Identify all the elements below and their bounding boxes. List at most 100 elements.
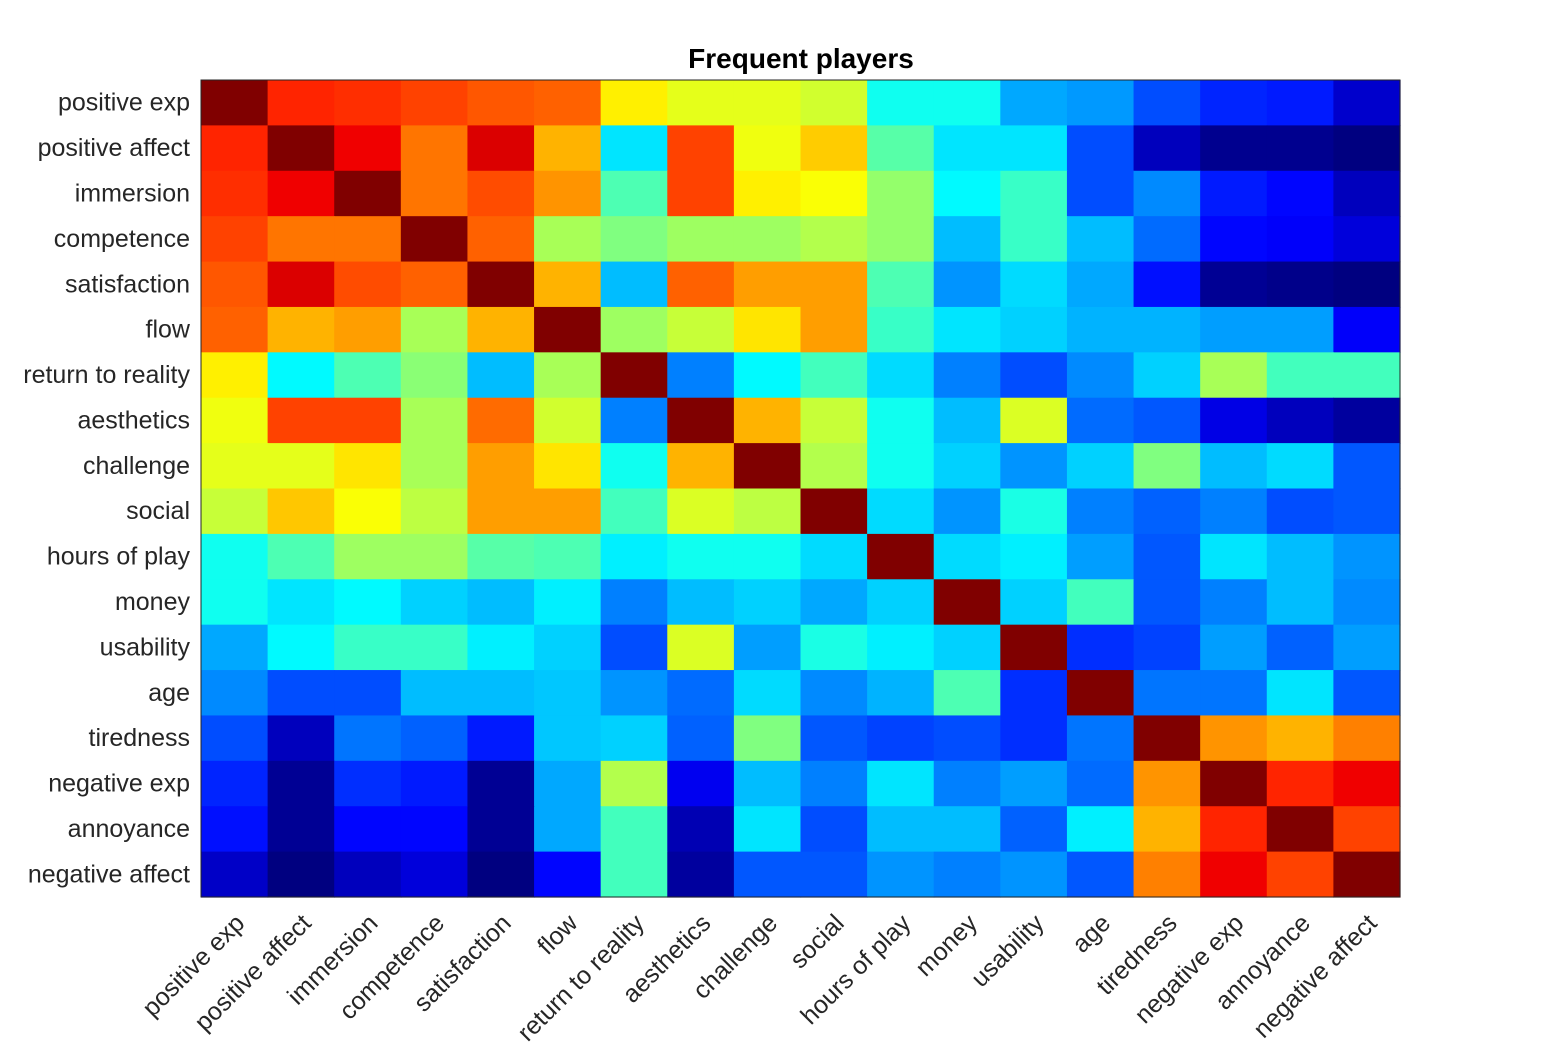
heatmap-cell: [800, 261, 868, 308]
heatmap-cell: [800, 579, 868, 626]
heatmap-cell: [867, 579, 935, 626]
heatmap-cell: [201, 261, 269, 308]
heatmap-cell: [534, 352, 602, 399]
heatmap-cell: [600, 533, 668, 580]
heatmap-cell: [267, 443, 335, 490]
heatmap-cell: [1066, 80, 1135, 126]
heatmap-cell: [1000, 306, 1068, 353]
y-tick-label: negative exp: [48, 770, 190, 798]
heatmap-cell: [267, 579, 335, 626]
heatmap-cell: [334, 216, 402, 263]
heatmap-cell: [1000, 170, 1068, 217]
heatmap-cell: [201, 579, 269, 626]
heatmap-cell: [1333, 579, 1401, 626]
heatmap-cell: [733, 488, 802, 535]
heatmap-cell: [1000, 806, 1068, 853]
heatmap-cell: [534, 306, 602, 353]
y-tick-label: social: [126, 497, 190, 525]
heatmap-cell: [1200, 261, 1268, 308]
y-tick-label: flow: [146, 316, 191, 344]
heatmap-cell: [667, 397, 735, 444]
heatmap-cell: [867, 261, 935, 308]
heatmap-cell: [1000, 533, 1068, 580]
heatmap-cell: [1333, 216, 1401, 263]
heatmap-cell: [534, 397, 602, 444]
heatmap-cell: [334, 125, 402, 172]
heatmap-cell: [1133, 488, 1201, 535]
heatmap-cell: [867, 488, 935, 535]
heatmap-cell: [400, 670, 469, 717]
heatmap-cell: [201, 170, 269, 217]
heatmap-cell: [733, 624, 802, 671]
heatmap-cell: [1266, 170, 1334, 217]
heatmap-cell: [267, 760, 335, 807]
heatmap-cell: [201, 670, 269, 717]
heatmap-cell: [933, 170, 1001, 217]
heatmap-cell: [733, 443, 802, 490]
heatmap-cells: [201, 80, 1401, 898]
heatmap-cell: [667, 216, 735, 263]
heatmap-cell: [667, 170, 735, 217]
heatmap-cell: [534, 579, 602, 626]
heatmap-cell: [201, 397, 269, 444]
heatmap-cell: [1266, 397, 1334, 444]
heatmap-cell: [201, 715, 269, 762]
heatmap-cell: [800, 170, 868, 217]
heatmap-cell: [534, 443, 602, 490]
heatmap-cell: [400, 579, 469, 626]
heatmap-cell: [334, 579, 402, 626]
heatmap-cell: [1333, 352, 1401, 399]
heatmap-cell: [400, 125, 469, 172]
heatmap-cell: [400, 488, 469, 535]
heatmap-cell: [1333, 533, 1401, 580]
heatmap-cell: [1333, 806, 1401, 853]
heatmap-cell: [400, 80, 469, 126]
heatmap-cell: [267, 397, 335, 444]
heatmap-cell: [800, 352, 868, 399]
heatmap-cell: [1000, 760, 1068, 807]
heatmap-cell: [667, 851, 735, 898]
heatmap-cell: [733, 670, 802, 717]
heatmap-cell: [467, 261, 535, 308]
heatmap-cell: [400, 533, 469, 580]
heatmap-cell: [267, 488, 335, 535]
heatmap-cell: [467, 306, 535, 353]
heatmap-cell: [400, 624, 469, 671]
heatmap-cell: [334, 851, 402, 898]
heatmap-cell: [933, 851, 1001, 898]
heatmap-cell: [733, 806, 802, 853]
heatmap-cell: [201, 443, 269, 490]
x-tick-label: flow: [532, 908, 584, 960]
heatmap-cell: [267, 806, 335, 853]
heatmap-cell: [334, 670, 402, 717]
heatmap-cell: [400, 261, 469, 308]
heatmap-cell: [201, 624, 269, 671]
heatmap-cell: [534, 760, 602, 807]
heatmap-cell: [600, 170, 668, 217]
heatmap-cell: [334, 533, 402, 580]
heatmap-cell: [1333, 397, 1401, 444]
heatmap-cell: [467, 760, 535, 807]
heatmap-cell: [267, 125, 335, 172]
heatmap-cell: [867, 851, 935, 898]
heatmap-cell: [1200, 397, 1268, 444]
heatmap-cell: [1200, 80, 1268, 126]
heatmap-cell: [933, 125, 1001, 172]
heatmap-cell: [867, 397, 935, 444]
heatmap-cell: [1000, 125, 1068, 172]
heatmap-cell: [800, 533, 868, 580]
heatmap-cell: [334, 261, 402, 308]
y-tick-label: tiredness: [89, 724, 190, 752]
heatmap-cell: [534, 80, 602, 126]
heatmap-cell: [1200, 125, 1268, 172]
heatmap-cell: [933, 760, 1001, 807]
heatmap-cell: [267, 306, 335, 353]
y-tick-label: usability: [100, 633, 191, 661]
heatmap-cell: [1000, 397, 1068, 444]
heatmap-cell: [1133, 715, 1201, 762]
heatmap-cell: [600, 670, 668, 717]
heatmap-cell: [733, 306, 802, 353]
heatmap-cell: [534, 806, 602, 853]
y-tick-label: negative affect: [28, 860, 190, 888]
